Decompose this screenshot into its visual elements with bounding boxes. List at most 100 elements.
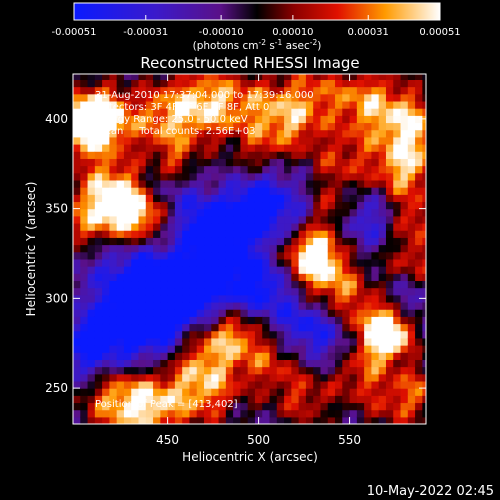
heatmap-cell bbox=[305, 266, 314, 274]
heatmap-cell bbox=[87, 337, 96, 346]
heatmap-cell bbox=[342, 108, 351, 116]
heatmap-cell bbox=[364, 79, 373, 88]
heatmap-cell bbox=[349, 187, 358, 195]
heatmap-cell bbox=[247, 258, 256, 267]
heatmap-cell bbox=[335, 108, 343, 116]
heatmap-cell bbox=[87, 86, 96, 95]
heatmap-cell bbox=[349, 129, 358, 138]
heatmap-cell bbox=[189, 201, 198, 210]
chart-title: Reconstructed RHESSI Image bbox=[140, 54, 359, 72]
heatmap-cell bbox=[189, 395, 198, 404]
heatmap-cell bbox=[116, 208, 125, 217]
heatmap-cell bbox=[284, 402, 292, 411]
heatmap-cell bbox=[305, 337, 314, 346]
heatmap-cell bbox=[116, 144, 125, 152]
heatmap-cell bbox=[131, 416, 140, 424]
heatmap-cell bbox=[371, 115, 380, 124]
heatmap-cell bbox=[73, 158, 81, 167]
heatmap-cell bbox=[160, 402, 169, 411]
heatmap-cell bbox=[313, 402, 322, 411]
heatmap-cell bbox=[94, 79, 103, 88]
heatmap-cell bbox=[298, 402, 307, 411]
heatmap-cell bbox=[371, 122, 380, 131]
heatmap-cell bbox=[131, 323, 140, 332]
heatmap-cell bbox=[80, 194, 89, 203]
heatmap-cell bbox=[138, 79, 147, 88]
heatmap-cell bbox=[371, 79, 380, 88]
heatmap-cell bbox=[254, 309, 263, 317]
heatmap-cell bbox=[422, 208, 426, 217]
heatmap-cell bbox=[313, 108, 322, 116]
heatmap-cell bbox=[313, 201, 322, 210]
heatmap-cell bbox=[94, 237, 103, 246]
heatmap-cell bbox=[153, 115, 161, 124]
heatmap-cell bbox=[123, 136, 132, 145]
heatmap-cell bbox=[204, 380, 212, 389]
heatmap-cell bbox=[204, 330, 212, 339]
heatmap-cell bbox=[131, 122, 140, 131]
heatmap-cell bbox=[364, 294, 373, 303]
heatmap-cell bbox=[138, 409, 147, 418]
heatmap-cell bbox=[254, 273, 263, 282]
heatmap-cell bbox=[327, 86, 336, 95]
heatmap-cell bbox=[174, 108, 183, 116]
heatmap-cell bbox=[153, 309, 161, 317]
heatmap-cell bbox=[291, 323, 300, 332]
heatmap-cell bbox=[218, 230, 227, 238]
heatmap-cell bbox=[356, 388, 365, 396]
heatmap-cell bbox=[364, 359, 373, 368]
heatmap-cell bbox=[415, 187, 423, 195]
heatmap-cell bbox=[385, 151, 394, 159]
heatmap-cell bbox=[160, 316, 169, 325]
heatmap-cell bbox=[204, 409, 212, 418]
heatmap-cell bbox=[102, 323, 110, 332]
x-axis-label: Heliocentric X (arcsec) bbox=[182, 450, 318, 464]
heatmap-cell bbox=[211, 380, 220, 389]
heatmap-cell bbox=[102, 122, 110, 131]
heatmap-cell bbox=[196, 309, 205, 317]
heatmap-cell bbox=[131, 179, 140, 188]
heatmap-cell bbox=[233, 230, 241, 238]
heatmap-cell bbox=[167, 366, 176, 375]
heatmap-cell bbox=[196, 201, 205, 210]
heatmap-cell bbox=[153, 86, 161, 95]
heatmap-cell bbox=[247, 115, 256, 124]
heatmap-cell bbox=[233, 122, 241, 131]
heatmap-cell bbox=[422, 287, 426, 296]
heatmap-cell bbox=[138, 402, 147, 411]
heatmap-cell bbox=[378, 345, 387, 353]
heatmap-cell bbox=[298, 144, 307, 152]
heatmap-cell bbox=[385, 179, 394, 188]
heatmap-cell bbox=[94, 409, 103, 418]
heatmap-cell bbox=[102, 388, 110, 396]
heatmap-cell bbox=[102, 158, 110, 167]
heatmap-cell bbox=[204, 215, 212, 224]
heatmap-cell bbox=[342, 330, 351, 339]
heatmap-cell bbox=[276, 294, 285, 303]
heatmap-cell bbox=[80, 74, 89, 80]
heatmap-cell bbox=[196, 100, 205, 109]
heatmap-cell bbox=[364, 136, 373, 145]
heatmap-cell bbox=[400, 287, 409, 296]
heatmap-cell bbox=[422, 74, 426, 80]
heatmap-cell bbox=[138, 86, 147, 95]
heatmap-cell bbox=[218, 86, 227, 95]
heatmap-cell bbox=[138, 122, 147, 131]
heatmap-cell bbox=[87, 208, 96, 217]
heatmap-cell bbox=[407, 122, 416, 131]
heatmap-cell bbox=[262, 402, 271, 411]
heatmap-cell bbox=[342, 237, 351, 246]
heatmap-cell bbox=[94, 373, 103, 382]
heatmap-cell bbox=[254, 330, 263, 339]
heatmap-cell bbox=[342, 144, 351, 152]
heatmap-cell bbox=[269, 373, 278, 382]
heatmap-cell bbox=[167, 395, 176, 404]
heatmap-cell bbox=[153, 409, 161, 418]
heatmap-cell bbox=[73, 187, 81, 195]
heatmap-cell bbox=[378, 316, 387, 325]
heatmap-cell bbox=[291, 194, 300, 203]
heatmap-cell bbox=[123, 273, 132, 282]
heatmap-cell bbox=[415, 409, 423, 418]
heatmap-cell bbox=[211, 309, 220, 317]
heatmap-cell bbox=[320, 416, 329, 424]
